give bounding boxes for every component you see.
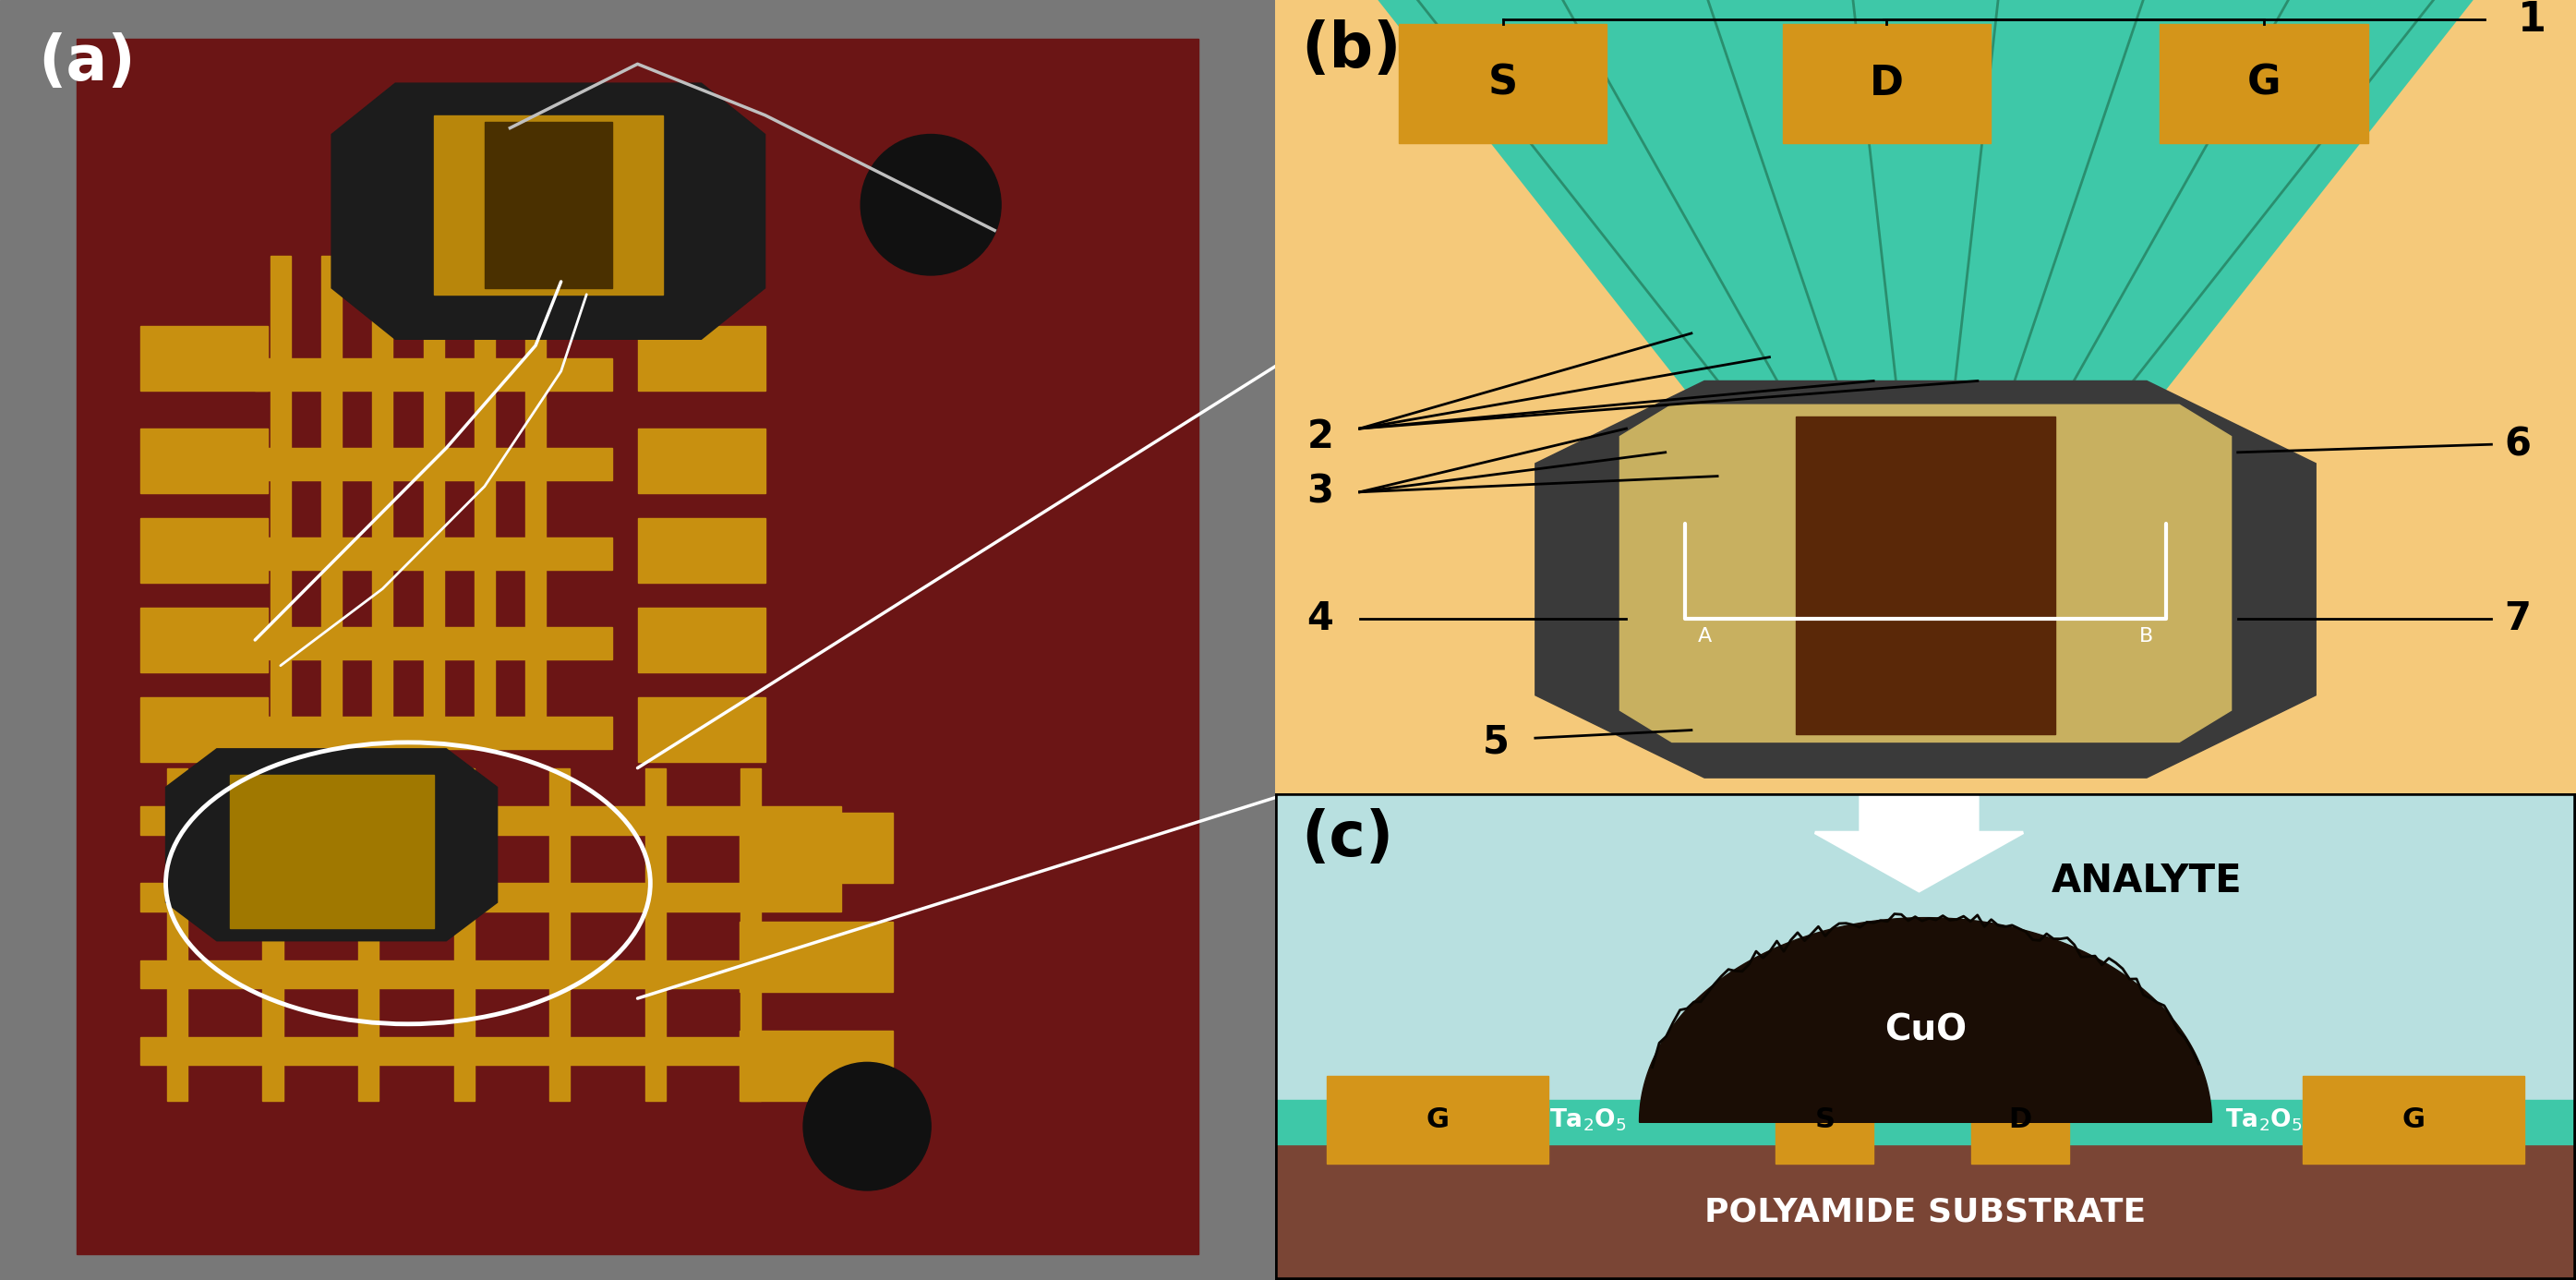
Bar	[139, 698, 268, 762]
Bar	[644, 768, 665, 1101]
Text: B: B	[2138, 627, 2154, 645]
FancyArrow shape	[1816, 769, 2022, 891]
Bar	[229, 774, 433, 928]
Bar	[639, 518, 765, 582]
Bar	[739, 1030, 891, 1101]
Polygon shape	[1638, 918, 2213, 1121]
Bar	[422, 256, 443, 742]
Bar	[742, 768, 762, 1101]
Circle shape	[804, 1062, 930, 1190]
Bar	[1795, 417, 2056, 735]
Bar	[270, 256, 291, 742]
Text: G: G	[2401, 1106, 2424, 1133]
Text: 1: 1	[2517, 0, 2545, 40]
Bar	[1327, 1075, 1548, 1164]
Polygon shape	[1535, 381, 2316, 778]
Bar	[1783, 24, 1991, 143]
Text: CuO: CuO	[1886, 1012, 1965, 1047]
Text: S: S	[1489, 64, 1517, 104]
Text: D: D	[1870, 64, 1904, 104]
Bar	[263, 768, 283, 1101]
Text: (c): (c)	[1301, 808, 1394, 869]
Bar	[639, 429, 765, 493]
Polygon shape	[332, 83, 765, 339]
Bar	[139, 883, 842, 911]
Text: (a): (a)	[39, 32, 137, 93]
Bar	[139, 1037, 842, 1065]
Bar	[739, 813, 891, 883]
Text: G: G	[2246, 64, 2280, 104]
Bar	[2159, 24, 2367, 143]
Bar	[139, 326, 268, 390]
Polygon shape	[1365, 0, 2486, 397]
Bar	[139, 429, 268, 493]
Text: 2: 2	[1306, 417, 1334, 456]
Bar	[139, 518, 268, 582]
Text: D: D	[2009, 1106, 2032, 1133]
Text: 3: 3	[1306, 472, 1334, 512]
Bar	[255, 717, 613, 749]
Text: Ta$_2$O$_5$: Ta$_2$O$_5$	[1548, 1107, 1625, 1133]
Polygon shape	[165, 749, 497, 941]
Bar	[549, 768, 569, 1101]
Bar	[255, 358, 613, 390]
Bar	[322, 256, 343, 742]
Bar	[139, 960, 842, 988]
Bar	[639, 608, 765, 672]
Text: 7: 7	[2504, 599, 2532, 639]
Bar	[167, 768, 188, 1101]
Bar	[1399, 24, 1607, 143]
Text: A: A	[1698, 627, 1713, 645]
Bar	[639, 326, 765, 390]
Bar	[433, 115, 662, 294]
Bar	[1775, 1075, 1873, 1164]
Bar	[1275, 1144, 2576, 1280]
Text: S: S	[1814, 1106, 1834, 1133]
Bar	[358, 768, 379, 1101]
Text: ANALYTE: ANALYTE	[2050, 861, 2241, 901]
Text: 5: 5	[1484, 723, 1510, 762]
Bar	[255, 448, 613, 480]
Bar	[255, 538, 613, 570]
Bar	[474, 256, 495, 742]
Bar	[1971, 1075, 2069, 1164]
Bar	[2303, 1075, 2524, 1164]
Bar	[639, 698, 765, 762]
Bar	[526, 256, 546, 742]
Text: Ta$_2$O$_5$: Ta$_2$O$_5$	[2226, 1107, 2303, 1133]
Polygon shape	[77, 38, 1198, 1254]
Bar	[255, 627, 613, 659]
Text: 6: 6	[2504, 425, 2532, 463]
Text: POLYAMIDE SUBSTRATE: POLYAMIDE SUBSTRATE	[1705, 1197, 2146, 1228]
Circle shape	[860, 134, 1002, 275]
Polygon shape	[1620, 404, 2231, 742]
Bar	[484, 122, 613, 288]
Text: 4: 4	[1306, 599, 1334, 639]
Bar	[139, 608, 268, 672]
Polygon shape	[1692, 397, 2159, 429]
Bar	[1275, 1100, 2576, 1144]
Text: G: G	[1427, 1106, 1450, 1133]
Bar	[374, 256, 392, 742]
Bar	[453, 768, 474, 1101]
Text: (b): (b)	[1301, 20, 1401, 81]
Bar	[139, 806, 842, 835]
Bar	[739, 922, 891, 992]
